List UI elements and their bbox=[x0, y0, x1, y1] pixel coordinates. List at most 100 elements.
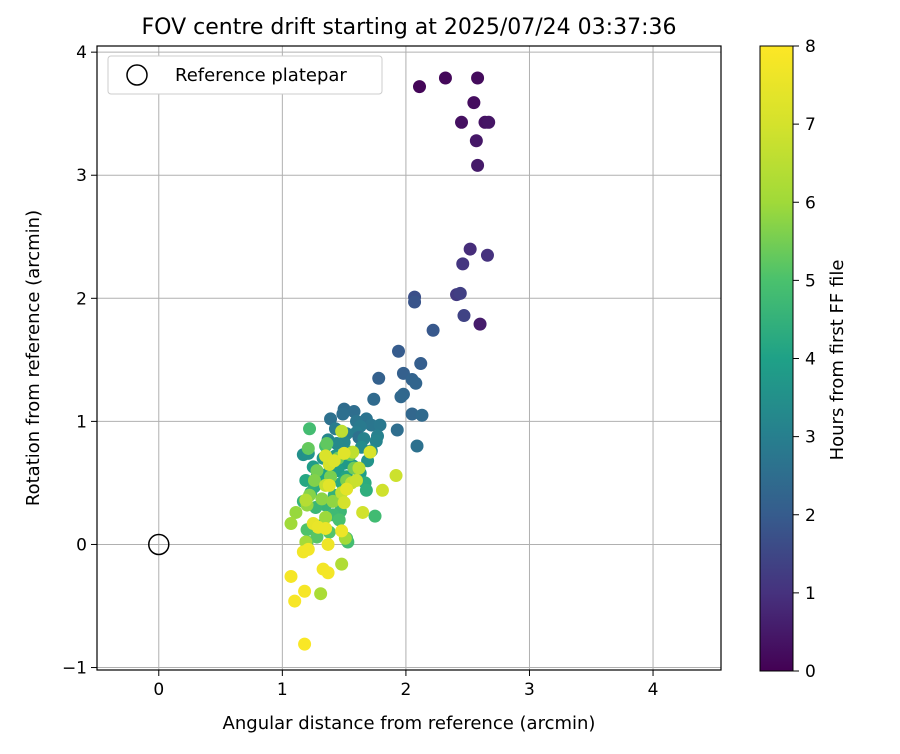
data-point bbox=[359, 483, 373, 497]
data-point bbox=[327, 454, 341, 468]
data-point bbox=[319, 521, 333, 535]
colorbar-label: Hours from first FF file bbox=[827, 260, 848, 461]
data-point bbox=[335, 557, 349, 571]
data-point bbox=[372, 371, 386, 385]
data-point bbox=[303, 422, 317, 436]
y-axis-label: Rotation from reference (arcmin) bbox=[23, 210, 44, 506]
plot-frame bbox=[96, 45, 722, 671]
y-axis-ticks: −1 0 1 2 3 4 bbox=[62, 43, 97, 679]
data-point bbox=[389, 469, 403, 483]
colorbar-ticks: 0 1 2 3 4 5 6 7 8 bbox=[793, 37, 816, 682]
y-tick-label: 4 bbox=[76, 43, 87, 63]
colorbar-tick-label: 0 bbox=[805, 662, 816, 682]
colorbar-tick-label: 1 bbox=[805, 584, 816, 604]
data-point bbox=[457, 309, 471, 323]
data-point bbox=[375, 483, 389, 497]
data-point bbox=[471, 158, 485, 172]
data-point bbox=[349, 473, 363, 487]
grid bbox=[97, 46, 721, 670]
data-point bbox=[471, 71, 485, 85]
data-point bbox=[480, 248, 494, 262]
data-point bbox=[324, 412, 338, 426]
data-point bbox=[310, 464, 324, 478]
reference-platepar-marker bbox=[148, 533, 170, 556]
chart-title: FOV centre drift starting at 2025/07/24 … bbox=[142, 15, 677, 40]
data-point bbox=[363, 445, 377, 459]
legend-box bbox=[107, 55, 383, 95]
data-point bbox=[455, 115, 469, 129]
data-point bbox=[408, 295, 422, 309]
data-point bbox=[307, 473, 321, 487]
colorbar-tick-label: 7 bbox=[805, 115, 816, 135]
y-tick-label: 3 bbox=[76, 166, 87, 186]
x-tick-label: 4 bbox=[648, 680, 659, 700]
data-point bbox=[368, 509, 382, 523]
y-tick-label: 2 bbox=[76, 289, 87, 309]
data-point bbox=[413, 80, 427, 94]
colorbar: 0 1 2 3 4 5 6 7 8 Hours from first FF file bbox=[759, 37, 848, 682]
data-point bbox=[456, 257, 470, 271]
data-point bbox=[367, 392, 381, 406]
data-point bbox=[405, 407, 419, 421]
data-point bbox=[330, 437, 344, 451]
data-point bbox=[332, 513, 346, 527]
data-point bbox=[298, 637, 312, 651]
data-point bbox=[409, 376, 423, 390]
data-point bbox=[347, 405, 361, 419]
colorbar-tick-label: 5 bbox=[805, 271, 816, 291]
data-point bbox=[473, 317, 487, 331]
colorbar-tick-label: 4 bbox=[805, 350, 816, 370]
x-axis-label: Angular distance from reference (arcmin) bbox=[223, 713, 596, 734]
data-point bbox=[335, 524, 349, 538]
x-tick-label: 0 bbox=[153, 680, 164, 700]
data-point bbox=[410, 439, 424, 453]
data-point bbox=[301, 441, 315, 455]
data-point bbox=[336, 407, 350, 421]
data-point bbox=[469, 134, 483, 148]
data-point bbox=[310, 530, 324, 544]
data-point bbox=[326, 494, 340, 508]
data-point bbox=[284, 569, 298, 583]
data-point bbox=[321, 537, 335, 551]
x-tick-label: 1 bbox=[277, 680, 288, 700]
data-point bbox=[373, 418, 387, 432]
data-point bbox=[319, 510, 333, 524]
data-point bbox=[340, 482, 354, 496]
x-tick-label: 3 bbox=[524, 680, 535, 700]
x-tick-label: 2 bbox=[400, 680, 411, 700]
data-point bbox=[482, 115, 496, 129]
x-axis-ticks: 0 1 2 3 4 bbox=[153, 670, 658, 700]
data-point bbox=[314, 587, 328, 601]
data-point bbox=[391, 344, 405, 358]
data-point bbox=[322, 478, 336, 492]
colorbar-tick-label: 6 bbox=[805, 193, 816, 213]
colorbar-tick-label: 2 bbox=[805, 506, 816, 526]
data-point bbox=[321, 566, 335, 580]
colorbar-gradient bbox=[759, 45, 794, 672]
data-point bbox=[301, 542, 315, 556]
data-point bbox=[337, 446, 351, 460]
data-point bbox=[335, 424, 349, 438]
data-point bbox=[369, 434, 383, 448]
data-point bbox=[394, 390, 408, 404]
y-tick-label: 0 bbox=[76, 535, 87, 555]
data-point bbox=[453, 286, 467, 300]
data-point bbox=[467, 96, 481, 110]
data-point bbox=[438, 71, 452, 85]
data-point bbox=[289, 505, 303, 519]
data-point bbox=[352, 461, 366, 475]
y-tick-label: 1 bbox=[76, 412, 87, 432]
data-point bbox=[463, 242, 477, 256]
data-point bbox=[414, 357, 428, 371]
colorbar-tick-label: 3 bbox=[805, 428, 816, 448]
legend-marker-open-circle bbox=[126, 64, 148, 86]
data-point bbox=[356, 505, 370, 519]
data-point bbox=[390, 423, 404, 437]
data-point bbox=[315, 492, 329, 506]
data-points bbox=[284, 71, 496, 651]
colorbar-tick-label: 8 bbox=[805, 37, 816, 57]
legend: Reference platepar bbox=[107, 55, 383, 95]
data-point bbox=[298, 584, 312, 598]
